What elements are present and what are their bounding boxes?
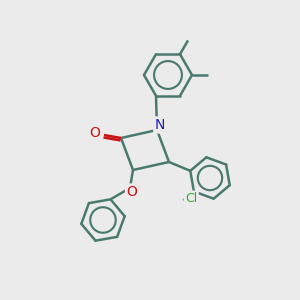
Text: O: O	[90, 126, 101, 140]
Text: N: N	[155, 118, 165, 132]
Text: O: O	[127, 185, 137, 199]
Text: Cl: Cl	[185, 192, 197, 205]
